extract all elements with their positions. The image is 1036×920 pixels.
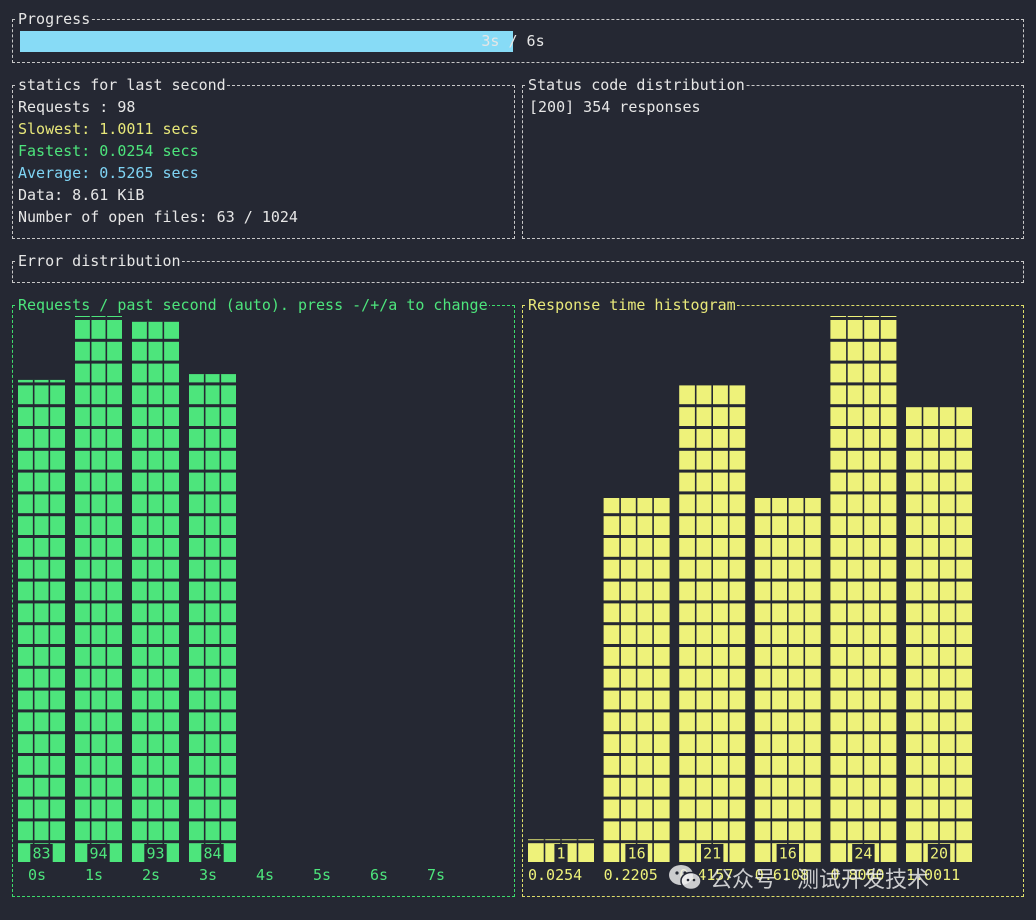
average-stat: Average: 0.5265 secs xyxy=(18,164,199,182)
slowest-stat: Slowest: 1.0011 secs xyxy=(18,120,199,138)
bar-3s: 84 xyxy=(189,374,236,863)
histogram-chart: 10.0254160.2205210.4157160.6108240.80602… xyxy=(528,316,972,884)
bar-0.4157: 21 xyxy=(679,384,746,863)
tick-label-0s: 0s xyxy=(28,866,46,884)
watermark: 公众号 · 测试开发技术 xyxy=(668,860,929,896)
bar-0.8060: 24 xyxy=(830,316,897,863)
wechat-icon xyxy=(669,865,702,891)
bar-0.6108: 16 xyxy=(754,498,821,863)
error-title: Error distribution xyxy=(17,252,182,270)
tick-label-4s: 4s xyxy=(256,866,274,884)
fastest-stat: Fastest: 0.0254 secs xyxy=(18,142,199,160)
bar-0.2205: 16 xyxy=(603,498,670,863)
bar-value-label: 93 xyxy=(146,845,164,863)
stats-panel: statics for last second xyxy=(12,76,515,239)
bar-value-label: 94 xyxy=(89,845,107,863)
status-code-panel: Status code distribution xyxy=(522,76,1024,239)
bar-1s: 94 xyxy=(75,316,122,863)
tick-label-1s: 1s xyxy=(85,866,103,884)
tick-label-3s: 3s xyxy=(199,866,217,884)
requests-chart-title: Requests / past second (auto). press -/+… xyxy=(17,296,489,314)
bar-value-label: 16 xyxy=(628,845,646,863)
bar-0.0254: 1 xyxy=(528,839,594,863)
tick-label-5s: 5s xyxy=(313,866,331,884)
histogram-panel: Response time histogram xyxy=(522,296,1024,897)
progress-bar xyxy=(20,31,513,52)
progress-panel: Progress xyxy=(12,10,1024,63)
bar-value-label: 84 xyxy=(203,845,221,863)
bar-value-label: 20 xyxy=(930,845,948,863)
bar-0s: 83 xyxy=(18,379,65,863)
progress-title: Progress xyxy=(17,10,92,28)
requests-chart-panel: Requests / past second (auto). press -/+… xyxy=(12,296,515,897)
tick-label-2s: 2s xyxy=(142,866,160,884)
tick-label-1.0011: 1.0011 xyxy=(906,866,960,884)
tick-label-7s: 7s xyxy=(427,866,445,884)
progress-label: 3s / 6s xyxy=(481,32,545,50)
tick-label-0.0254: 0.0254 xyxy=(528,866,582,884)
tick-label-0.8060: 0.8060 xyxy=(830,866,884,884)
stats-title: statics for last second xyxy=(17,76,227,94)
bar-value-label: 16 xyxy=(779,845,797,863)
bar-2s: 93 xyxy=(132,321,179,863)
requests-stat: Requests : 98 xyxy=(18,98,136,116)
error-panel: Error distribution xyxy=(12,252,1024,283)
histogram-title: Response time histogram xyxy=(527,296,737,314)
watermark-text: 公众号 · 测试开发技术 xyxy=(710,868,929,893)
status-code-line: [200] 354 responses xyxy=(529,98,701,116)
status-code-title: Status code distribution xyxy=(527,76,746,94)
bar-value-label: 83 xyxy=(32,845,50,863)
open-files-stat: Number of open files: 63 / 1024 xyxy=(18,208,298,226)
tick-label-0.2205: 0.2205 xyxy=(604,866,658,884)
bar-1.0011: 20 xyxy=(906,407,972,863)
tick-label-0.6108: 0.6108 xyxy=(755,866,809,884)
tick-label-6s: 6s xyxy=(370,866,388,884)
requests-chart: 83 0s 94 1s 93 2s 84 3s 4s 5s 6s 7s xyxy=(18,316,445,884)
bar-value-label: 1 xyxy=(556,845,565,863)
bar-value-label: 24 xyxy=(854,845,872,863)
bar-value-label: 21 xyxy=(703,845,721,863)
data-stat: Data: 8.61 KiB xyxy=(18,186,145,204)
